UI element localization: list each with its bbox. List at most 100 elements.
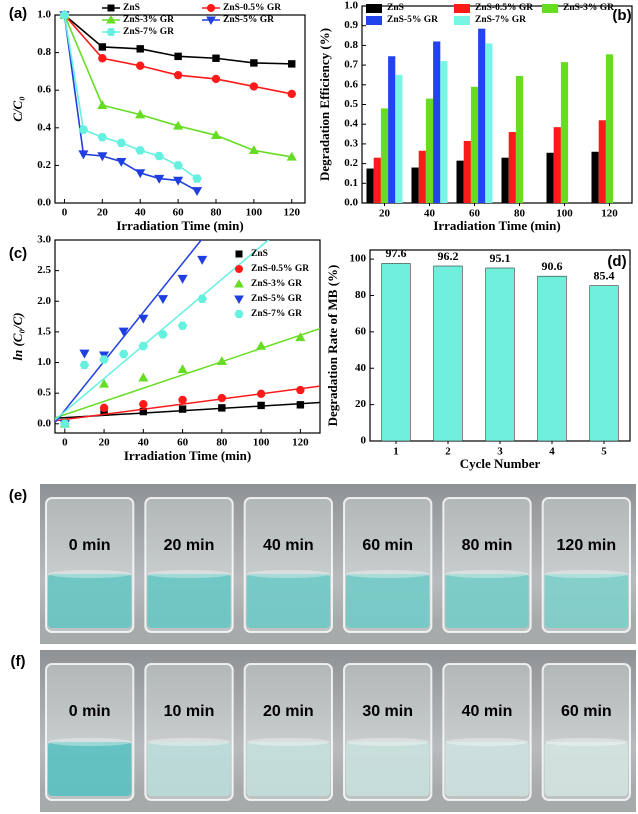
fit-line <box>55 385 320 422</box>
fit-line <box>55 327 320 419</box>
value-label: 90.6 <box>542 259 563 273</box>
y-tick-label: 2.5 <box>37 264 51 276</box>
data-point <box>248 145 259 155</box>
value-label: 97.6 <box>386 246 407 260</box>
bar <box>560 62 569 203</box>
value-label: 96.2 <box>438 249 459 263</box>
legend-label: ZnS-0.5% GR <box>251 264 309 274</box>
beaker-label: 20 min <box>164 537 215 554</box>
x-tick-label: 120 <box>292 437 309 449</box>
data-point <box>136 45 144 53</box>
x-tick-label: 2 <box>445 446 451 458</box>
legend-swatch <box>454 4 470 13</box>
liquid-surface <box>246 570 330 578</box>
data-point <box>192 174 202 183</box>
bar <box>388 56 396 203</box>
x-tick-label: 120 <box>601 208 618 220</box>
data-point <box>97 133 108 142</box>
y-tick-label: 0.8 <box>37 46 51 58</box>
beaker-liquid <box>48 742 132 796</box>
data-point <box>79 360 90 370</box>
bar <box>433 41 441 204</box>
data-point <box>98 43 107 51</box>
plot-frame <box>54 239 321 434</box>
table-surface <box>40 618 636 644</box>
data-point <box>250 59 258 67</box>
bar <box>508 132 516 203</box>
beaker-label: 20 min <box>263 703 314 720</box>
beaker-liquid <box>147 574 231 628</box>
x-axis-label: Cycle Number <box>460 456 541 471</box>
bar <box>440 61 448 203</box>
legend-label: ZnS-0.5% GR <box>223 3 281 13</box>
bar <box>589 285 619 442</box>
data-point <box>216 356 227 366</box>
bar <box>366 168 374 203</box>
liquid-surface <box>544 738 628 746</box>
legend-marker <box>106 14 116 24</box>
bar <box>463 140 471 203</box>
data-point <box>78 150 89 160</box>
beaker-liquid <box>346 742 430 796</box>
liquid-surface <box>147 570 231 578</box>
beaker-liquid <box>246 574 330 628</box>
bar <box>605 54 614 203</box>
bar <box>395 74 403 203</box>
data-point <box>288 60 296 68</box>
y-tick-label: 100 <box>350 253 367 265</box>
y-axis-label: Degradation Efficiency (%) <box>317 28 332 181</box>
data-point <box>177 364 188 373</box>
y-tick-label: 1.0 <box>344 0 358 12</box>
data-point <box>218 404 226 412</box>
beaker-liquid <box>445 742 529 796</box>
data-point <box>154 174 165 184</box>
data-point <box>212 54 220 62</box>
data-point <box>135 146 146 155</box>
data-point <box>116 138 127 147</box>
y-axis-label: ln (C₀/C) <box>10 312 25 360</box>
x-tick-label: 5 <box>601 446 607 458</box>
legend-label: ZnS-5% GR <box>223 15 274 25</box>
bar <box>373 157 381 203</box>
x-tick-label: 0 <box>62 437 68 449</box>
legend-swatch <box>366 4 382 13</box>
data-point <box>173 176 184 186</box>
liquid-surface <box>246 738 330 746</box>
y-tick-label: 0.6 <box>37 84 51 96</box>
legend-label: ZnS <box>123 3 140 13</box>
data-point <box>197 294 207 303</box>
data-point <box>177 321 188 330</box>
y-tick-label: 0.4 <box>37 121 51 133</box>
legend-label: ZnS <box>387 3 404 13</box>
legend-swatch <box>542 4 558 13</box>
data-point <box>217 393 227 403</box>
beaker-label: 40 min <box>263 537 314 554</box>
liquid-surface <box>346 570 430 578</box>
bar <box>478 28 486 204</box>
y-tick-label: 0.6 <box>344 78 358 90</box>
bar <box>381 263 411 442</box>
beaker-label: 80 min <box>462 537 513 554</box>
y-tick-label: 0.3 <box>344 137 358 149</box>
legend-label: ZnS-3% GR <box>563 3 614 13</box>
liquid-surface <box>47 738 132 746</box>
x-tick-label: 40 <box>138 437 150 449</box>
beaker-label: 10 min <box>164 703 215 720</box>
beaker-label: 40 min <box>462 703 513 720</box>
x-tick-label: 60 <box>177 437 189 449</box>
x-tick-label: 20 <box>99 437 111 449</box>
bar <box>433 265 463 442</box>
bar <box>598 120 606 203</box>
x-tick-label: 40 <box>424 208 436 220</box>
panel-label: (b) <box>612 7 631 24</box>
legend-label: ZnS-7% GR <box>251 309 302 319</box>
bar <box>485 267 515 442</box>
beaker-liquid <box>445 574 529 628</box>
beaker-liquid <box>246 742 330 796</box>
bar <box>411 167 419 203</box>
table-surface <box>40 786 636 812</box>
beaker-label: 30 min <box>362 703 413 720</box>
data-point <box>158 330 168 339</box>
bar <box>501 157 509 203</box>
